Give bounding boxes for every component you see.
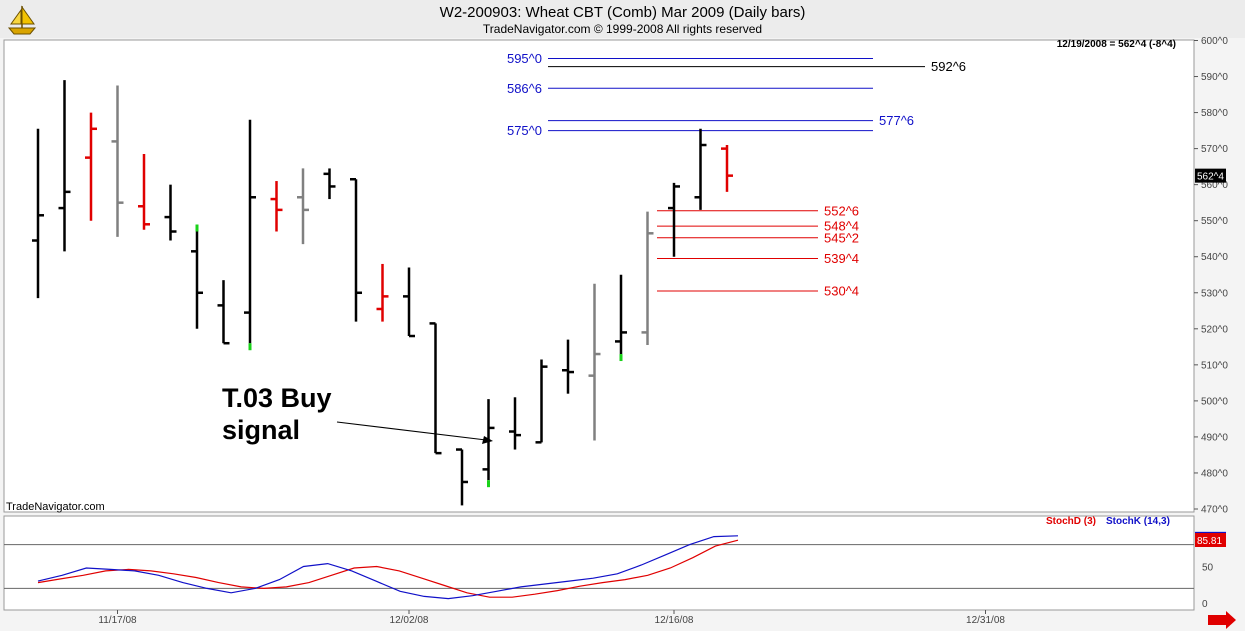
legend-stochK: StochK (14,3) xyxy=(1106,516,1170,527)
date-axis-label: 11/17/08 xyxy=(98,615,137,626)
price-axis-label: 500^0 xyxy=(1201,396,1228,407)
price-axis-label: 490^0 xyxy=(1201,432,1228,443)
last-price-box xyxy=(1195,168,1226,183)
chart-title: W2-200903: Wheat CBT (Comb) Mar 2009 (Da… xyxy=(439,4,806,21)
price-axis-label: 510^0 xyxy=(1201,360,1228,371)
copyright-text: TradeNavigator.com © 1999-2008 All right… xyxy=(482,22,763,36)
level-label: 530^4 xyxy=(824,283,859,298)
level-label: 539^4 xyxy=(824,251,859,266)
last-price-label: 562^4 xyxy=(1197,172,1224,183)
date-axis-label: 12/31/08 xyxy=(966,615,1005,626)
sailing-ship-icon xyxy=(4,2,40,36)
stochK-line xyxy=(37,535,739,600)
date-axis-label: 12/16/08 xyxy=(655,615,694,626)
price-axis-label: 540^0 xyxy=(1201,252,1228,263)
stochastic-panel xyxy=(3,515,1195,611)
status-readout: 12/19/2008 = 562^4 (-8^4) xyxy=(1057,39,1176,50)
level-label: 545^2 xyxy=(824,230,859,245)
stochD-line xyxy=(37,539,739,598)
level-label: 595^0 xyxy=(507,51,542,66)
callout-arrowhead xyxy=(482,436,493,444)
stochastic-axis-label: 0 xyxy=(1202,599,1208,610)
level-label: 577^6 xyxy=(879,113,914,128)
stochD-value-box xyxy=(1195,533,1226,547)
price-axis-label: 550^0 xyxy=(1201,216,1228,227)
red-arrow-right-icon[interactable] xyxy=(1208,611,1236,629)
level-label: 592^6 xyxy=(931,59,966,74)
price-axis-label: 580^0 xyxy=(1201,108,1228,119)
price-axis-label: 470^0 xyxy=(1201,505,1228,516)
price-axis-label: 530^0 xyxy=(1201,288,1228,299)
price-axis-label: 480^0 xyxy=(1201,468,1228,479)
date-axis-label: 12/02/08 xyxy=(390,615,429,626)
level-label: 548^4 xyxy=(824,219,859,234)
stochastic-axis-label: 50 xyxy=(1202,563,1214,574)
stochD-value-label: 85.81 xyxy=(1197,536,1222,547)
price-axis-label: 560^0 xyxy=(1201,180,1228,191)
callout-arrow xyxy=(336,421,487,441)
legend-stochD: StochD (3) xyxy=(1046,516,1096,527)
watermark: TradeNavigator.com xyxy=(6,501,105,513)
price-axis-label: 570^0 xyxy=(1201,144,1228,155)
price-axis-label: 600^0 xyxy=(1201,36,1228,47)
chart-header: W2-200903: Wheat CBT (Comb) Mar 2009 (Da… xyxy=(0,0,1245,38)
callout-line2: signal xyxy=(222,415,300,445)
level-label: 552^6 xyxy=(824,203,859,218)
price-axis-label: 520^0 xyxy=(1201,324,1228,335)
level-label: 575^0 xyxy=(507,123,542,138)
price-axis-label: 590^0 xyxy=(1201,72,1228,83)
level-label: 586^6 xyxy=(507,81,542,96)
price-panel xyxy=(3,39,1195,513)
callout-line1: T.03 Buy xyxy=(222,383,332,413)
